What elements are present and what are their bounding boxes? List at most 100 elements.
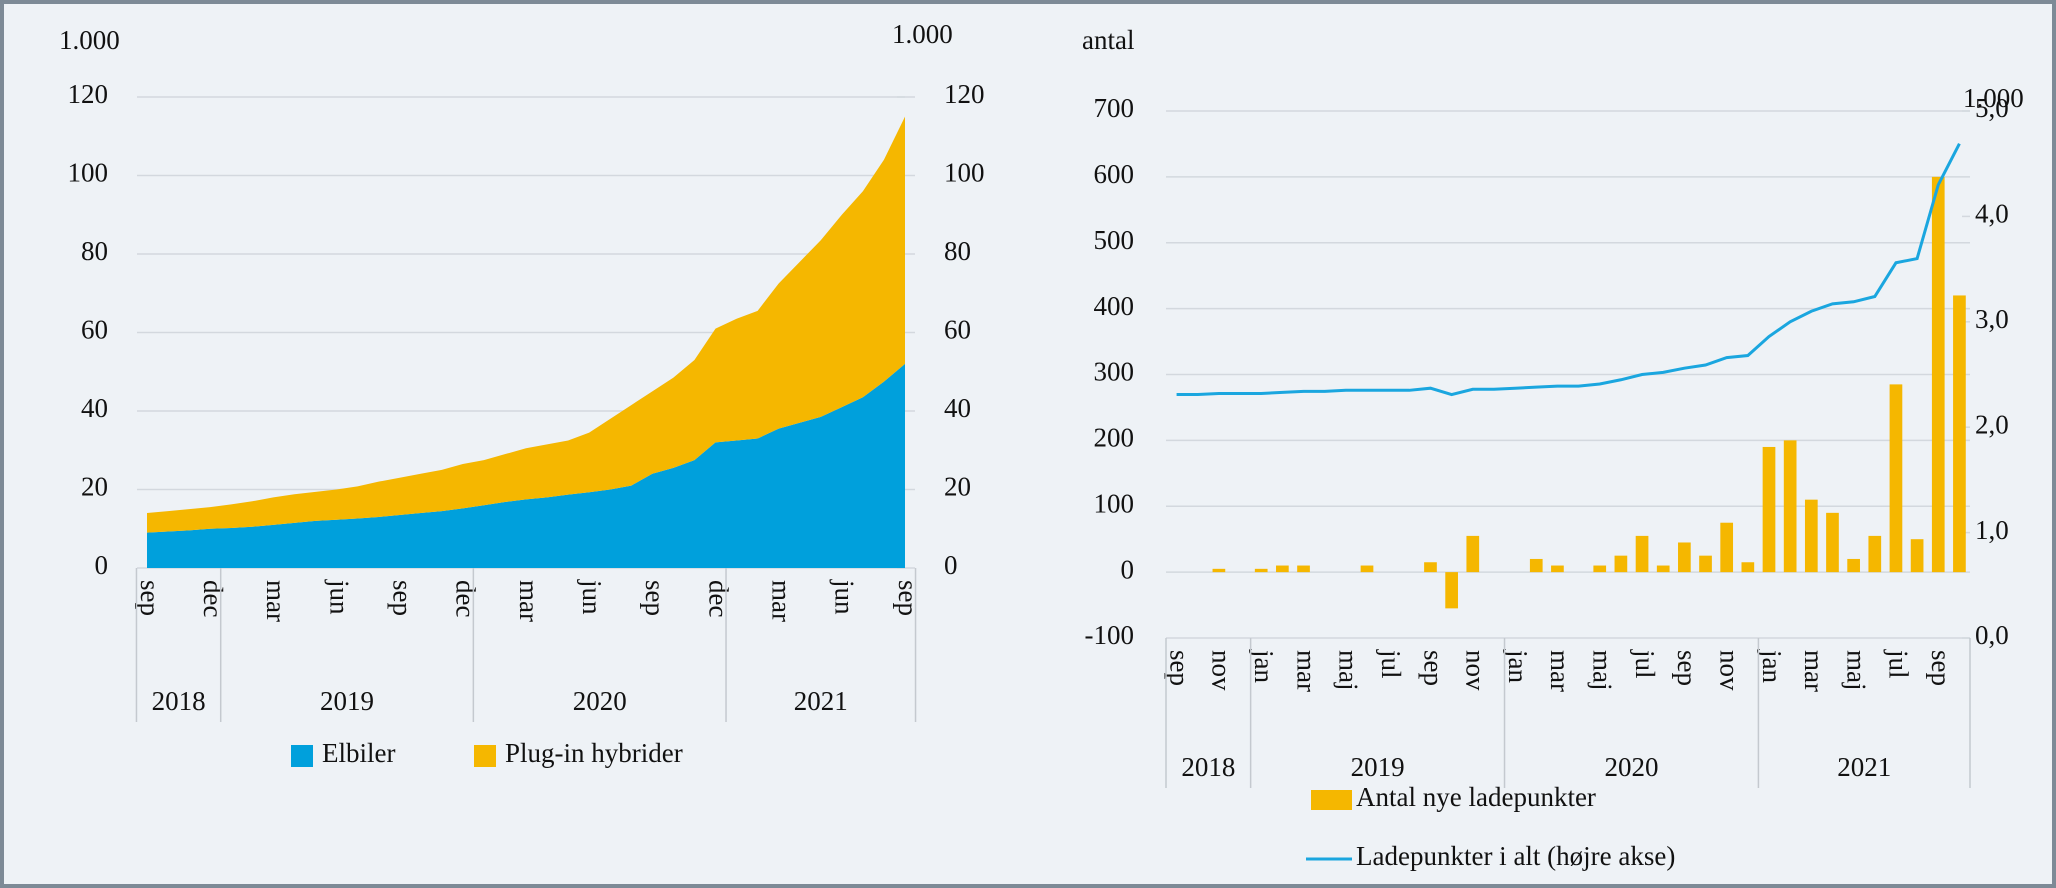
bar xyxy=(1635,535,1649,573)
y2-tick-label: 2,0 xyxy=(1975,409,2009,439)
legend-swatch xyxy=(474,745,496,767)
x-tick-label: sep xyxy=(1926,650,1956,686)
y2-axis-unit: 1.000 xyxy=(892,19,953,49)
bar xyxy=(1804,499,1818,573)
x-tick-label: jul xyxy=(1630,649,1660,679)
x-tick-label: nov xyxy=(1714,650,1744,691)
y-tick-label: 60 xyxy=(81,315,108,345)
bar xyxy=(1254,568,1268,573)
y2-tick-label: 0,0 xyxy=(1975,620,2009,650)
y-tick-label: 100 xyxy=(68,158,109,188)
y2-tick-label: 80 xyxy=(944,236,971,266)
x-tick-label: sep xyxy=(135,580,165,616)
y2-tick-label: 60 xyxy=(944,315,971,345)
y-tick-label: 600 xyxy=(1094,159,1135,189)
bar xyxy=(1699,555,1712,573)
y2-tick-label: 20 xyxy=(944,472,971,502)
y-tick-label: -100 xyxy=(1085,620,1135,650)
legend-label: Ladepunkter i alt (højre akse) xyxy=(1356,841,1675,871)
bar xyxy=(1360,565,1374,573)
legend-label: Plug-in hybrider xyxy=(505,738,683,768)
bar xyxy=(1678,542,1691,573)
x-tick-label: jun xyxy=(324,579,354,615)
y-tick-label: 20 xyxy=(81,472,108,502)
y2-tick-label: 3,0 xyxy=(1975,304,2009,334)
y-tick-label: 80 xyxy=(81,236,108,266)
bar xyxy=(1614,555,1628,573)
x-tick-label: sep xyxy=(387,580,417,616)
y-tick-label: 500 xyxy=(1094,225,1135,255)
bar xyxy=(1656,565,1670,573)
area xyxy=(147,116,905,533)
x-tick-label: mar xyxy=(261,580,291,622)
x-tick-label: jan xyxy=(1757,649,1787,683)
x-tick-label: dec xyxy=(451,580,481,617)
y-axis-unit: antal xyxy=(1082,25,1134,55)
y-tick-label: 100 xyxy=(1094,488,1135,518)
x-tick-label: sep xyxy=(1164,650,1194,686)
area xyxy=(147,363,905,568)
y-tick-label: 0 xyxy=(1121,554,1135,584)
bar xyxy=(1297,565,1310,573)
bar xyxy=(1826,512,1839,573)
bar xyxy=(1762,446,1776,573)
x-tick-label: sep xyxy=(640,580,670,616)
x-tick-label: jun xyxy=(830,579,860,615)
bar xyxy=(1953,295,1966,573)
bar xyxy=(1276,565,1289,573)
y2-tick-label: 40 xyxy=(944,393,971,423)
line xyxy=(1176,142,1961,397)
y2-tick-label: 4,0 xyxy=(1975,199,2009,229)
year-label: 2020 xyxy=(573,686,627,716)
x-tick-label: dec xyxy=(703,580,733,617)
y-tick-label: 700 xyxy=(1094,93,1135,123)
x-tick-label: maj xyxy=(1841,650,1871,691)
bar xyxy=(1783,440,1797,573)
legend-swatch xyxy=(291,745,313,767)
bar xyxy=(1212,568,1226,573)
bar xyxy=(1529,558,1543,573)
y-tick-label: 40 xyxy=(81,393,108,423)
y-tick-label: 120 xyxy=(68,79,109,109)
x-tick-label: mar xyxy=(766,580,796,622)
x-tick-label: maj xyxy=(1588,650,1618,691)
year-label: 2021 xyxy=(1837,752,1891,782)
bar xyxy=(1910,539,1924,573)
y-tick-label: 400 xyxy=(1094,291,1135,321)
y2-tick-label: 120 xyxy=(944,79,985,109)
bar xyxy=(1551,565,1564,573)
x-tick-label: mar xyxy=(514,580,544,622)
x-tick-label: sep xyxy=(893,580,923,616)
year-label: 2019 xyxy=(1351,752,1405,782)
year-label: 2018 xyxy=(1181,752,1235,782)
bar xyxy=(1593,565,1607,573)
legend-label: Elbiler xyxy=(322,738,395,768)
bar xyxy=(1931,176,1945,573)
x-tick-label: dec xyxy=(198,580,228,617)
y2-tick-label: 0 xyxy=(944,550,958,580)
x-tick-label: jun xyxy=(577,579,607,615)
x-tick-label: nov xyxy=(1461,650,1491,691)
legend-label: Antal nye ladepunkter xyxy=(1356,782,1596,812)
year-label: 2019 xyxy=(320,686,374,716)
y2-axis-unit: 1.000 xyxy=(1963,83,2024,113)
x-tick-label: mar xyxy=(1799,650,1829,692)
bar xyxy=(1889,384,1903,573)
x-tick-label: nov xyxy=(1207,650,1237,691)
x-tick-label: jul xyxy=(1884,649,1914,679)
y2-tick-label: 1,0 xyxy=(1975,515,2009,545)
y2-tick-label: 5,0 xyxy=(1975,93,2009,123)
y2-tick-label: 100 xyxy=(944,158,985,188)
x-tick-label: jan xyxy=(1249,649,1279,683)
bar xyxy=(1741,562,1755,573)
y-tick-label: 200 xyxy=(1094,423,1135,453)
y-axis-unit: 1.000 xyxy=(59,25,120,55)
x-tick-label: mar xyxy=(1545,650,1575,692)
x-tick-label: maj xyxy=(1334,650,1364,691)
bar xyxy=(1424,562,1437,573)
legend-swatch xyxy=(1311,790,1352,810)
y-tick-label: 300 xyxy=(1094,357,1135,387)
bar xyxy=(1466,535,1480,573)
